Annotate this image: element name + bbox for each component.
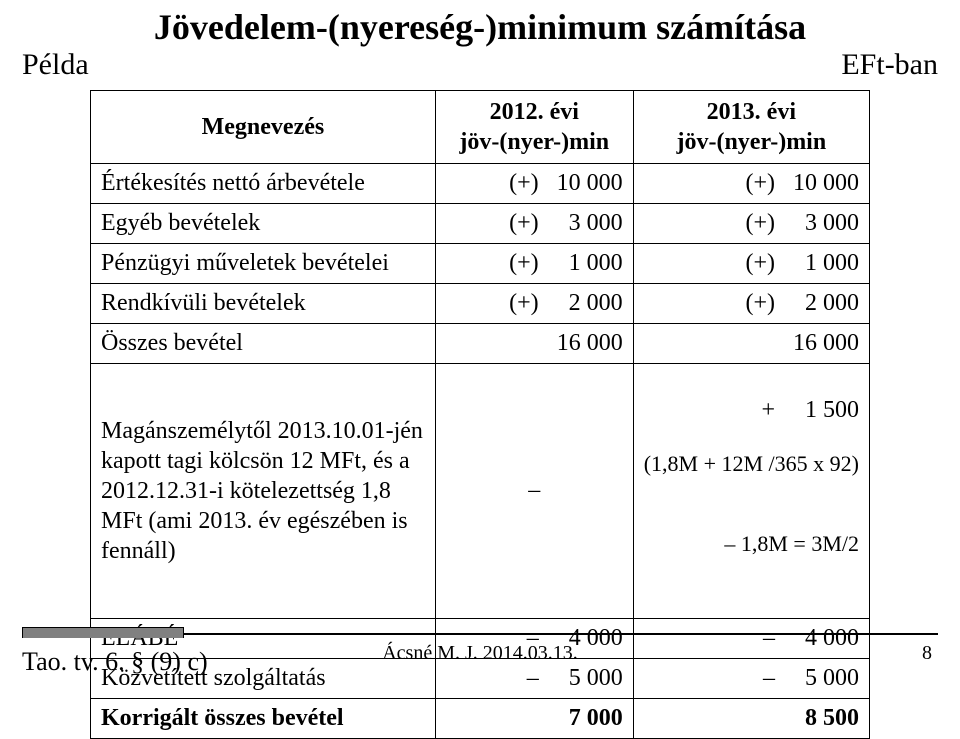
table-row: Pénzügyi műveletek bevételei (+) 1 000 (…	[91, 244, 870, 284]
footer-center: Ácsné M. J. 2014.03.13.	[0, 642, 960, 665]
row-value-2012: 16 000	[435, 324, 633, 364]
row-label: Magánszemélytől 2013.10.01-jén kapott ta…	[91, 364, 436, 619]
row-value-2013: 16 000	[633, 324, 869, 364]
page-title: Jövedelem-(nyereség-)minimum számítása	[0, 0, 960, 48]
row-label: Összes bevétel	[91, 324, 436, 364]
table-row: Rendkívüli bevételek (+) 2 000 (+) 2 000	[91, 284, 870, 324]
table-header-row: Megnevezés 2012. évi jöv-(nyer-)min 2013…	[91, 91, 870, 164]
unit-label: EFt-ban	[841, 48, 938, 82]
table-row-special: Magánszemélytől 2013.10.01-jén kapott ta…	[91, 364, 870, 619]
row-label: Rendkívüli bevételek	[91, 284, 436, 324]
table-row: Értékesítés nettó árbevétele (+) 10 000 …	[91, 164, 870, 204]
example-label: Példa	[22, 48, 89, 82]
row-value-2012: (+) 10 000	[435, 164, 633, 204]
page: Jövedelem-(nyereség-)minimum számítása P…	[0, 0, 960, 689]
row-value-2013: + 1 500 (1,8M + 12M /365 x 92) – 1,8M = …	[633, 364, 869, 619]
table-row: Összes bevétel 16 000 16 000	[91, 324, 870, 364]
row-value-2013: (+) 2 000	[633, 284, 869, 324]
row-value-2012: (+) 1 000	[435, 244, 633, 284]
row-label: Egyéb bevételek	[91, 204, 436, 244]
row-value-2012: 7 000	[435, 698, 633, 738]
row-label: Korrigált összes bevétel	[91, 698, 436, 738]
row-value-2013: (+) 1 000	[633, 244, 869, 284]
footer-page-number: 8	[922, 642, 932, 665]
col-header-2012: 2012. évi jöv-(nyer-)min	[435, 91, 633, 164]
row-value-2012: –	[435, 364, 633, 619]
table-row: Egyéb bevételek (+) 3 000 (+) 3 000	[91, 204, 870, 244]
table-row-total: Korrigált összes bevétel 7 000 8 500	[91, 698, 870, 738]
col-header-label: Megnevezés	[91, 91, 436, 164]
row-value-2012: (+) 3 000	[435, 204, 633, 244]
row-label: Értékesítés nettó árbevétele	[91, 164, 436, 204]
row-label: Pénzügyi műveletek bevételei	[91, 244, 436, 284]
row-value-2013: (+) 3 000	[633, 204, 869, 244]
col-header-2013: 2013. évi jöv-(nyer-)min	[633, 91, 869, 164]
row-value-2013: (+) 10 000	[633, 164, 869, 204]
row-value-2013: 8 500	[633, 698, 869, 738]
row-value-2012: (+) 2 000	[435, 284, 633, 324]
footer-rule	[22, 633, 938, 635]
